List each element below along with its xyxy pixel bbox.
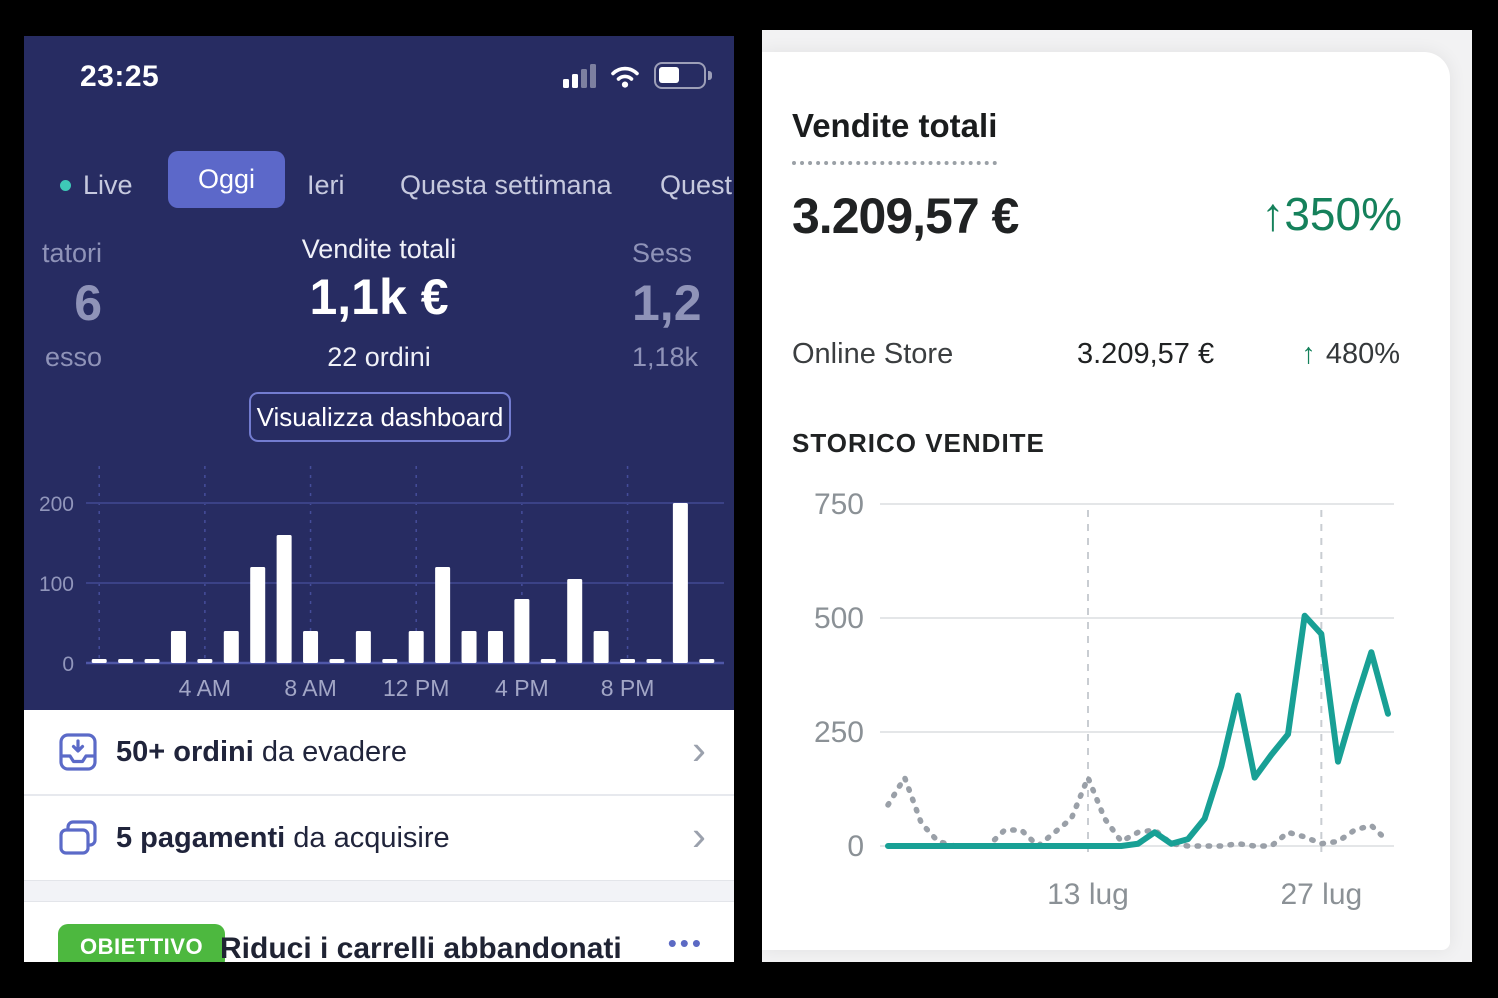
orders-count: 50+ ordini <box>116 736 254 768</box>
cellular-signal-icon <box>563 63 596 88</box>
tab-oggi[interactable]: Oggi <box>168 151 286 208</box>
online-store-row: Online Store 3.209,57 € ↑ 480% <box>792 338 1402 371</box>
vendite-totali-report-panel: Vendite totali 3.209,57 € ↑350% Online S… <box>762 30 1472 962</box>
hourly-sales-bar-chart: 0 100 200 4 AM 8 AM 12 PM 4 PM 8 PM <box>39 466 724 701</box>
orders-to-fulfill-row[interactable]: 50+ ordini da evadere › <box>24 710 734 794</box>
svg-text:27 lug: 27 lug <box>1280 878 1362 911</box>
svg-text:0: 0 <box>62 653 74 676</box>
total-sales-value: 3.209,57 € <box>792 188 1019 244</box>
channel-value: 3.209,57 € <box>1077 338 1215 370</box>
payments-to-capture-row[interactable]: 5 pagamenti da acquisire › <box>24 796 734 880</box>
vendite-totali-label: Vendite totali <box>301 234 457 264</box>
next-metric-label: Sess <box>632 238 693 268</box>
up-arrow-icon: ↑ <box>1301 338 1316 370</box>
svg-text:8 PM: 8 PM <box>601 675 655 701</box>
report-card: Vendite totali 3.209,57 € ↑350% Online S… <box>762 52 1450 950</box>
total-sales-delta: ↑350% <box>1261 188 1402 240</box>
battery-icon <box>654 62 712 89</box>
svg-text:500: 500 <box>814 602 864 635</box>
visualizza-dashboard-button[interactable]: Visualizza dashboard <box>249 392 511 442</box>
obiettivo-badge: OBIETTIVO <box>58 924 226 962</box>
svg-text:100: 100 <box>39 573 74 596</box>
chevron-right-icon: › <box>692 812 706 859</box>
svg-text:750: 750 <box>814 488 864 521</box>
section-gap <box>24 880 734 902</box>
payments-count: 5 pagamenti <box>116 822 286 854</box>
ordini-count: 22 ordini <box>327 342 431 372</box>
orders-row-text: 50+ ordini da evadere <box>116 736 407 769</box>
goal-title: Riduci i carrelli abbandonati <box>220 932 622 962</box>
svg-text:12 PM: 12 PM <box>383 675 449 701</box>
tab-questo-truncated[interactable]: Quest <box>660 170 733 200</box>
prev-metric-value: 6 <box>74 275 102 331</box>
payments-row-text: 5 pagamenti da acquisire <box>116 822 450 855</box>
channel-delta: ↑ 480% <box>1301 338 1400 370</box>
orders-inbox-icon <box>59 733 97 771</box>
tab-live-label: Live <box>83 170 133 200</box>
shopify-mobile-live-view: 23:25 Live Og <box>24 36 734 962</box>
status-time: 23:25 <box>80 60 160 93</box>
period-tabs: Live Oggi Ieri Questa settimana Quest <box>24 151 734 214</box>
svg-text:8 AM: 8 AM <box>284 675 336 701</box>
next-metric-sub: 1,18k <box>632 342 699 372</box>
tab-questa-settimana[interactable]: Questa settimana <box>400 170 612 200</box>
payments-icon <box>59 820 97 855</box>
tab-ieri[interactable]: Ieri <box>307 170 345 200</box>
svg-text:200: 200 <box>39 493 74 516</box>
sales-history-line-chart: 0 250 500 750 13 lug 27 lug <box>814 488 1394 911</box>
more-options-icon[interactable]: ••• <box>667 928 704 958</box>
action-rows: 50+ ordini da evadere › 5 pagamenti da a… <box>24 710 734 962</box>
row-divider <box>24 794 734 796</box>
svg-text:4 AM: 4 AM <box>179 675 231 701</box>
storico-vendite-heading: STORICO VENDITE <box>792 428 1045 458</box>
report-title: Vendite totali <box>792 107 998 165</box>
total-sales-row: 3.209,57 € ↑350% <box>792 187 1402 245</box>
svg-text:4 PM: 4 PM <box>495 675 549 701</box>
up-arrow-icon: ↑ <box>1261 188 1285 240</box>
next-metric-value: 1,2 <box>632 275 702 331</box>
channel-name: Online Store <box>792 338 954 370</box>
goal-row[interactable]: OBIETTIVO Riduci i carrelli abbandonati … <box>24 902 734 962</box>
tab-live[interactable]: Live <box>60 170 133 201</box>
payments-rest: da acquisire <box>285 822 450 854</box>
vendite-totali-value: 1,1k € <box>309 269 449 325</box>
svg-text:250: 250 <box>814 716 864 749</box>
live-view-dark-section: 23:25 Live Og <box>24 36 734 710</box>
svg-text:13 lug: 13 lug <box>1047 878 1129 911</box>
wifi-icon <box>611 66 639 88</box>
prev-metric-sub: esso <box>44 342 102 372</box>
svg-text:0: 0 <box>847 830 864 863</box>
prev-metric-label: tatori <box>41 238 102 268</box>
chevron-right-icon: › <box>692 726 706 773</box>
orders-rest: da evadere <box>253 736 407 768</box>
live-dot-icon <box>60 180 71 191</box>
status-bar: 23:25 <box>24 54 734 98</box>
